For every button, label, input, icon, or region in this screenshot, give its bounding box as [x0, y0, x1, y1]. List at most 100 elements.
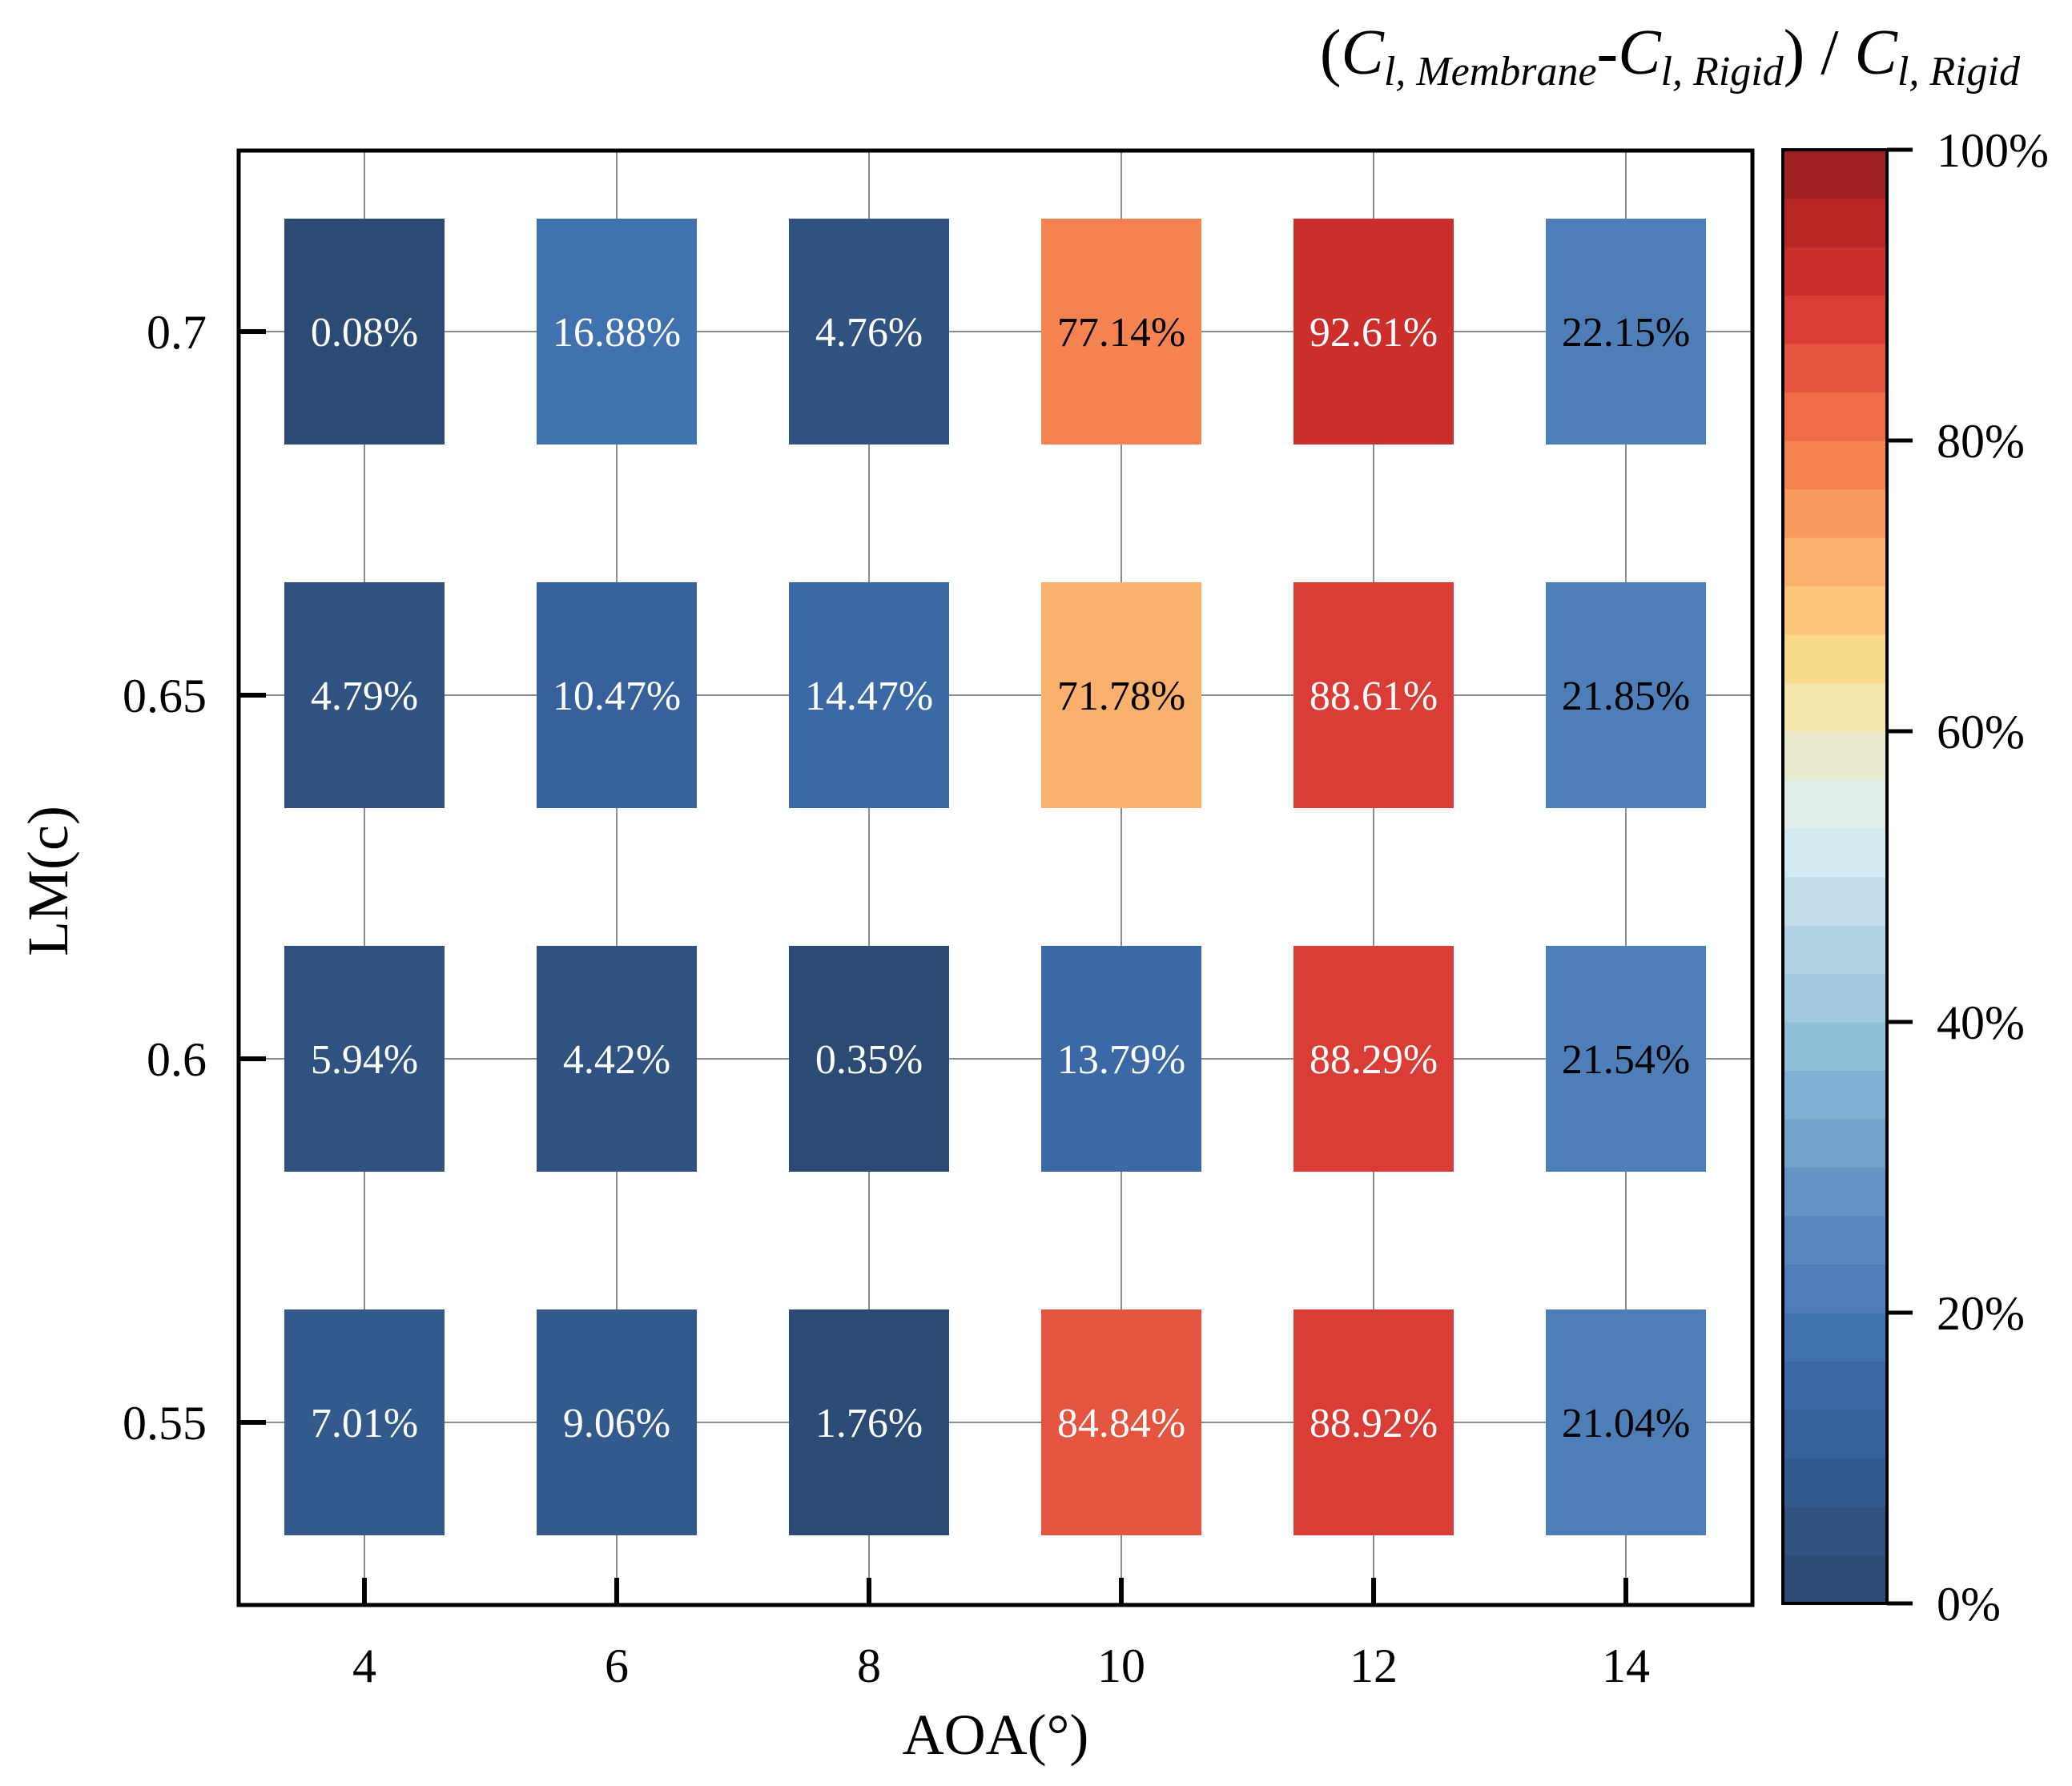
- cell-value-label: 0.08%: [311, 310, 418, 356]
- colorbar-title-part: (: [1320, 18, 1342, 88]
- colorbar-tick-label: 100%: [1937, 124, 2049, 177]
- cell-rect: [1293, 1309, 1454, 1535]
- y-axis-title: LM(c): [16, 806, 80, 956]
- cell-rect: [1041, 219, 1201, 444]
- heatmap-cell: 88.92%: [1293, 1309, 1454, 1535]
- cell-value-label: 84.84%: [1057, 1401, 1185, 1446]
- colorbar-title-part: C: [1341, 18, 1385, 88]
- heatmap-cell: 22.15%: [1546, 219, 1706, 444]
- cell-rect: [1293, 219, 1454, 444]
- cell-value-label: 77.14%: [1057, 310, 1185, 356]
- cell-value-label: 21.04%: [1562, 1401, 1690, 1446]
- colorbar-segment: [1783, 1506, 1887, 1556]
- x-tick-label: 12: [1350, 1639, 1398, 1692]
- cell-rect: [284, 219, 445, 444]
- colorbar-title-part: l, Rigid: [1897, 49, 2021, 95]
- y-tick-label: 0.55: [123, 1397, 207, 1450]
- cell-value-label: 0.35%: [815, 1037, 923, 1083]
- colorbar-segment: [1783, 1119, 1887, 1169]
- colorbar-segment: [1783, 150, 1887, 199]
- colorbar-segment: [1783, 198, 1887, 247]
- cell-rect: [284, 946, 445, 1172]
- colorbar-tick-label: 60%: [1937, 706, 2025, 758]
- colorbar-segment: [1783, 440, 1887, 490]
- axis-ticks: 4 6 8 10 12 14 0.7 0.65 0.6 0.55: [123, 306, 1650, 1692]
- colorbar-title-part: ) /: [1784, 18, 1855, 88]
- colorbar-segment: [1783, 1458, 1887, 1507]
- heatmap-cell: 21.04%: [1546, 1309, 1706, 1535]
- cell-value-label: 4.79%: [311, 674, 418, 719]
- colorbar-segment: [1783, 537, 1887, 587]
- heatmap-cell: 14.47%: [789, 582, 949, 808]
- colorbar-segment: [1783, 1410, 1887, 1459]
- heatmap-cell: 77.14%: [1041, 219, 1201, 444]
- cell-value-label: 14.47%: [805, 674, 933, 719]
- colorbar-tick-label: 40%: [1937, 996, 2025, 1049]
- cell-value-label: 88.61%: [1310, 674, 1438, 719]
- colorbar-segment: [1783, 682, 1887, 732]
- heatmap-cell: 88.29%: [1293, 946, 1454, 1172]
- colorbar-segment: [1783, 779, 1887, 829]
- heatmap-cell: 0.08%: [284, 219, 445, 444]
- x-tick-label: 4: [352, 1639, 376, 1692]
- colorbar-segment: [1783, 344, 1887, 393]
- cell-rect: [284, 582, 445, 808]
- cell-rect: [1546, 582, 1706, 808]
- colorbar-segment: [1783, 1070, 1887, 1120]
- cell-value-label: 5.94%: [311, 1037, 418, 1083]
- cell-value-label: 4.42%: [563, 1037, 670, 1083]
- colorbar-segment: [1783, 1264, 1887, 1313]
- grid-lines: [239, 151, 1752, 1605]
- cell-value-label: 13.79%: [1057, 1037, 1185, 1083]
- colorbar-title-part: l, Rigid: [1661, 49, 1784, 95]
- colorbar-title-part: C: [1855, 18, 1899, 88]
- colorbar-segment: [1783, 295, 1887, 344]
- heatmap-cell: 13.79%: [1041, 946, 1201, 1172]
- cell-value-label: 4.76%: [815, 310, 923, 356]
- colorbar-title-part: l, Membrane: [1384, 49, 1597, 95]
- colorbar-segment: [1783, 1167, 1887, 1217]
- colorbar-tick-label: 0%: [1937, 1578, 2001, 1631]
- cell-rect: [789, 582, 949, 808]
- colorbar-segment: [1783, 828, 1887, 878]
- colorbar-segment: [1783, 634, 1887, 684]
- cell-rect: [789, 219, 949, 444]
- colorbar-segment: [1783, 1022, 1887, 1072]
- colorbar-segment: [1783, 585, 1887, 635]
- heatmap-cells: 0.08% 16.88% 4.76% 77.14% 92.61% 22.15% 4.79% 1…: [284, 219, 1706, 1535]
- heatmap-cell: 21.85%: [1546, 582, 1706, 808]
- cell-rect: [537, 582, 697, 808]
- y-tick-label: 0.65: [123, 670, 207, 722]
- colorbar-frame: [1781, 148, 1889, 1605]
- cell-rect: [1293, 582, 1454, 808]
- cell-rect: [1293, 946, 1454, 1172]
- heatmap-cell: 10.47%: [537, 582, 697, 808]
- colorbar-segment: [1783, 925, 1887, 975]
- colorbar-segment: [1783, 1313, 1887, 1362]
- x-tick-label: 14: [1602, 1639, 1650, 1692]
- cell-value-label: 88.29%: [1310, 1037, 1438, 1083]
- heatmap-cell: 4.79%: [284, 582, 445, 808]
- cell-value-label: 92.61%: [1310, 310, 1438, 356]
- colorbar-title: (Cl, Membrane-Cl, Rigid) / Cl, Rigid: [1320, 18, 2021, 95]
- heatmap-cell: 7.01%: [284, 1309, 445, 1535]
- heatmap-cell: 0.35%: [789, 946, 949, 1172]
- y-tick-label: 0.6: [147, 1033, 207, 1086]
- cell-value-label: 1.76%: [815, 1401, 923, 1446]
- x-tick-label: 8: [857, 1639, 881, 1692]
- cell-rect: [1546, 219, 1706, 444]
- cell-value-label: 7.01%: [311, 1401, 418, 1446]
- cell-rect: [1546, 946, 1706, 1172]
- cell-value-label: 21.85%: [1562, 674, 1690, 719]
- colorbar-segment: [1783, 392, 1887, 441]
- y-tick-label: 0.7: [147, 306, 207, 359]
- heatmap-cell: 16.88%: [537, 219, 697, 444]
- colorbar-title-part: -: [1597, 18, 1619, 88]
- cell-rect: [1041, 1309, 1201, 1535]
- cell-rect: [1546, 1309, 1706, 1535]
- heatmap-cell: 92.61%: [1293, 219, 1454, 444]
- heatmap-cell: 4.42%: [537, 946, 697, 1172]
- cell-value-label: 71.78%: [1057, 674, 1185, 719]
- heatmap-cell: 1.76%: [789, 1309, 949, 1535]
